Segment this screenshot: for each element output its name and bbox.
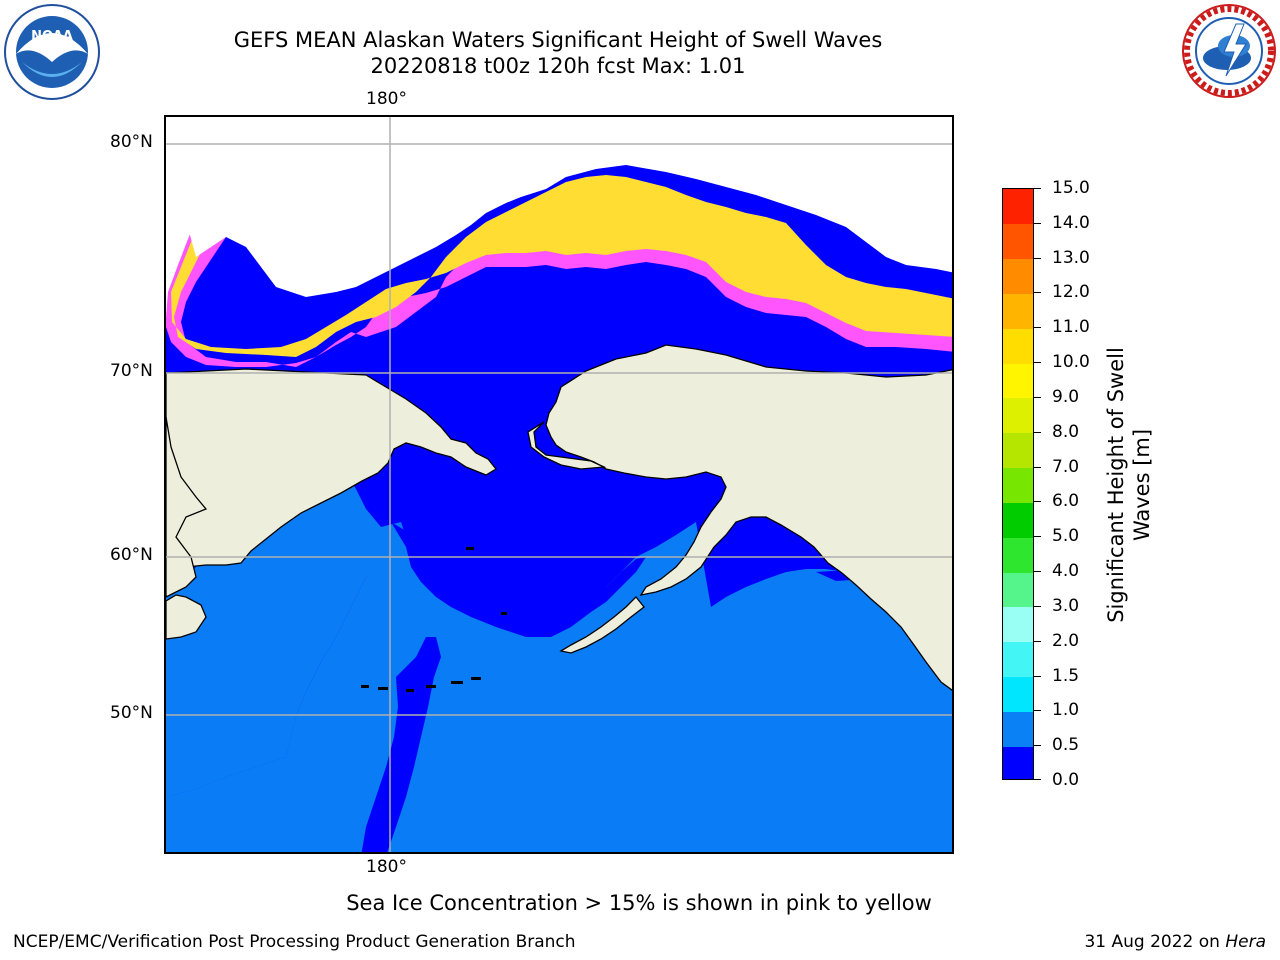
colorbar-segment bbox=[1003, 572, 1033, 608]
colorbar-tick-mark bbox=[1034, 396, 1041, 398]
footer-host: Hera bbox=[1225, 932, 1266, 952]
colorbar-tick-label: 11.0 bbox=[1052, 317, 1090, 338]
colorbar bbox=[1002, 188, 1034, 780]
colorbar-segment bbox=[1003, 328, 1033, 364]
footer-credit: NCEP/EMC/Verification Post Processing Pr… bbox=[13, 932, 576, 952]
colorbar-tick-mark bbox=[1034, 779, 1041, 780]
colorbar-tick-label: 14.0 bbox=[1052, 212, 1090, 233]
colorbar-tick-mark bbox=[1034, 188, 1041, 189]
colorbar-tick-mark bbox=[1034, 501, 1041, 503]
colorbar-segment bbox=[1003, 258, 1033, 294]
colorbar-segment bbox=[1003, 502, 1033, 538]
lat-label-50: 50°N bbox=[110, 703, 153, 723]
colorbar-tick-label: 2.0 bbox=[1052, 630, 1080, 651]
nws-logo bbox=[1180, 2, 1278, 100]
colorbar-tick-label: 10.0 bbox=[1052, 352, 1090, 373]
colorbar-segment bbox=[1003, 746, 1033, 779]
colorbar-segment bbox=[1003, 293, 1033, 329]
colorbar-tick-label: 0.5 bbox=[1052, 735, 1080, 756]
map-gridlines bbox=[166, 117, 952, 852]
colorbar-tick-mark bbox=[1034, 745, 1041, 747]
colorbar-tick-label: 6.0 bbox=[1052, 491, 1080, 512]
colorbar-title-line2: Waves [m] bbox=[1130, 428, 1154, 542]
colorbar-tick-label: 4.0 bbox=[1052, 561, 1080, 582]
colorbar-segment bbox=[1003, 397, 1033, 434]
colorbar-segment bbox=[1003, 711, 1033, 747]
noaa-logo: NOAA bbox=[2, 2, 102, 102]
footer-date-text: 31 Aug 2022 on bbox=[1084, 932, 1226, 952]
colorbar-tick-mark bbox=[1034, 675, 1041, 677]
colorbar-tick-mark bbox=[1034, 362, 1041, 364]
colorbar-segment bbox=[1003, 223, 1033, 260]
colorbar-segment bbox=[1003, 432, 1033, 469]
lat-label-60: 60°N bbox=[110, 545, 153, 565]
colorbar-tick-label: 9.0 bbox=[1052, 386, 1080, 407]
colorbar-tick-label: 12.0 bbox=[1052, 282, 1090, 303]
lat-label-70: 70°N bbox=[110, 361, 153, 381]
colorbar-tick-label: 1.0 bbox=[1052, 700, 1080, 721]
colorbar-tick-mark bbox=[1034, 571, 1041, 573]
sea-ice-note: Sea Ice Concentration > 15% is shown in … bbox=[346, 891, 932, 915]
aleutian-islands bbox=[361, 547, 507, 692]
colorbar-tick-label: 5.0 bbox=[1052, 526, 1080, 547]
colorbar-tick-mark bbox=[1034, 292, 1041, 294]
chart-title: GEFS MEAN Alaskan Waters Significant Hei… bbox=[233, 28, 883, 52]
colorbar-title: Significant Height of Swell Waves [m] bbox=[1103, 347, 1155, 623]
lon-label-top: 180° bbox=[366, 89, 407, 109]
colorbar-tick-mark bbox=[1034, 257, 1041, 259]
colorbar-tick-mark bbox=[1034, 327, 1041, 329]
svg-text:NOAA: NOAA bbox=[31, 29, 73, 44]
colorbar-segment bbox=[1003, 606, 1033, 643]
colorbar-tick-label: 15.0 bbox=[1052, 178, 1090, 198]
chart-subtitle: 20220818 t00z 120h fcst Max: 1.01 bbox=[370, 54, 746, 78]
colorbar-tick-label: 8.0 bbox=[1052, 421, 1080, 442]
colorbar-tick-mark bbox=[1034, 710, 1041, 712]
colorbar-segment bbox=[1003, 641, 1033, 678]
land-masses bbox=[166, 344, 952, 691]
ocean-swell-low bbox=[166, 522, 646, 852]
lat-label-80: 80°N bbox=[110, 132, 153, 152]
colorbar-tick-mark bbox=[1034, 431, 1041, 433]
colorbar-segment bbox=[1003, 676, 1033, 712]
sea-ice-band bbox=[166, 117, 952, 367]
colorbar-segment bbox=[1003, 537, 1033, 573]
footer-date: 31 Aug 2022 on Hera bbox=[1084, 932, 1266, 952]
colorbar-tick-mark bbox=[1034, 466, 1041, 468]
colorbar-tick-mark bbox=[1034, 640, 1041, 642]
colorbar-tick-mark bbox=[1034, 222, 1041, 224]
colorbar-tick-label: 0.0 bbox=[1052, 770, 1080, 790]
colorbar-tick-label: 13.0 bbox=[1052, 247, 1090, 268]
colorbar-segment bbox=[1003, 189, 1033, 225]
colorbar-tick-label: 1.5 bbox=[1052, 665, 1080, 686]
colorbar-segment bbox=[1003, 467, 1033, 503]
colorbar-tick-mark bbox=[1034, 605, 1041, 607]
colorbar-tick-mark bbox=[1034, 536, 1041, 538]
map-panel bbox=[164, 115, 954, 854]
colorbar-tick-label: 7.0 bbox=[1052, 456, 1080, 477]
colorbar-tick-label: 3.0 bbox=[1052, 595, 1080, 616]
lon-label-bottom: 180° bbox=[366, 857, 407, 877]
colorbar-segment bbox=[1003, 363, 1033, 399]
colorbar-title-line1: Significant Height of Swell bbox=[1104, 347, 1128, 623]
